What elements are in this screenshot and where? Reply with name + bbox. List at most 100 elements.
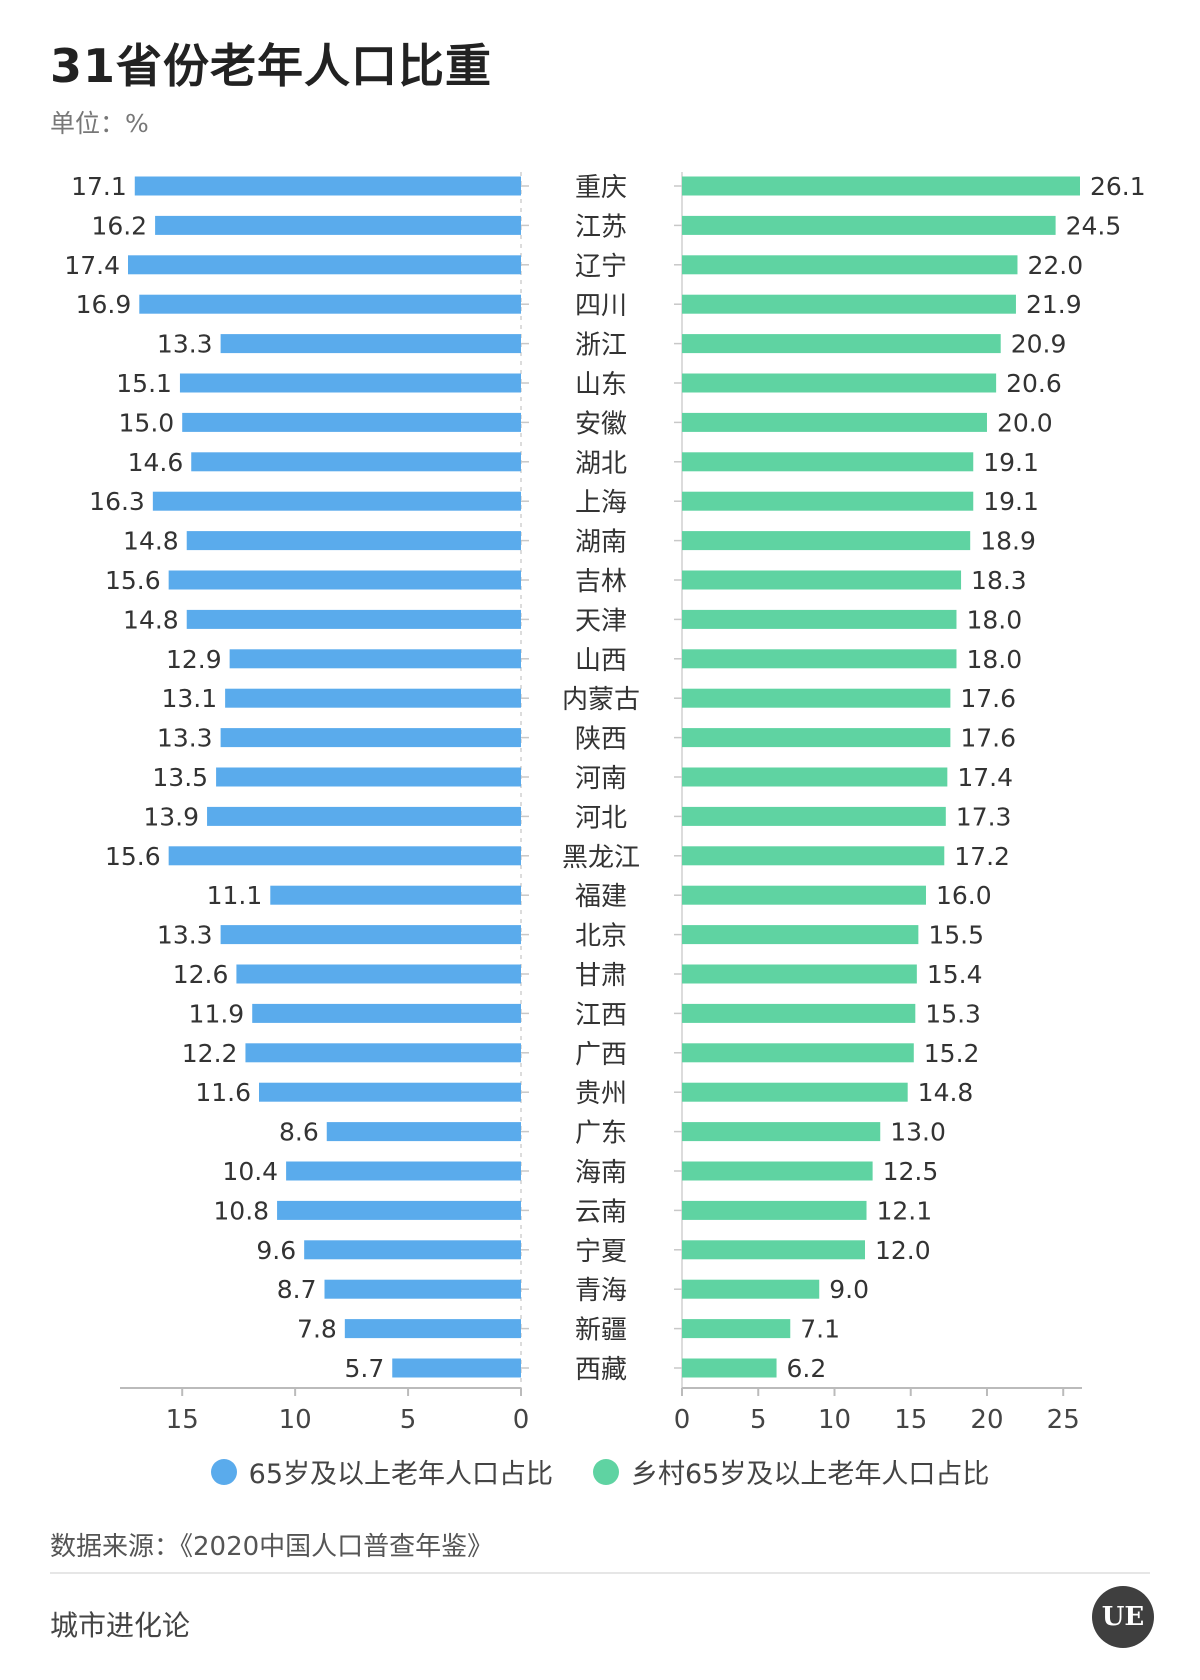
legend: 65岁及以上老年人口占比 乡村65岁及以上老年人口占比	[0, 1452, 1200, 1491]
bar-total	[134, 176, 521, 196]
x-tick-label-rural: 20	[970, 1405, 1003, 1435]
bar-rural	[682, 688, 951, 708]
bar-total	[286, 1161, 521, 1181]
bar-rural	[682, 412, 987, 432]
x-tick-label-total: 10	[279, 1405, 312, 1435]
bar-rural	[682, 1043, 914, 1063]
value-label-total: 13.3	[157, 724, 213, 753]
x-tick-label-rural: 5	[750, 1405, 767, 1435]
bar-total	[270, 885, 521, 905]
bar-rural	[682, 1122, 881, 1142]
bar-rural	[682, 885, 926, 905]
bar-rural	[682, 373, 997, 393]
value-label-total: 11.6	[195, 1078, 251, 1107]
province-label: 河北	[575, 803, 627, 833]
bar-rural	[682, 846, 945, 866]
province-label: 江西	[575, 1000, 627, 1030]
value-label-rural: 6.2	[787, 1354, 827, 1383]
value-label-rural: 17.6	[960, 724, 1016, 753]
value-label-total: 14.8	[123, 605, 179, 634]
bar-total	[304, 1240, 521, 1260]
bar-rural	[682, 570, 962, 590]
value-label-total: 13.3	[157, 330, 213, 359]
province-label: 青海	[575, 1276, 627, 1306]
value-label-rural: 15.3	[925, 999, 981, 1028]
bar-total	[229, 649, 521, 669]
x-tick-label-total: 15	[166, 1405, 199, 1435]
value-label-total: 14.6	[128, 448, 184, 477]
province-label: 山西	[575, 646, 627, 676]
value-label-rural: 18.3	[971, 566, 1027, 595]
value-label-rural: 21.9	[1026, 290, 1082, 319]
value-label-total: 15.0	[119, 408, 175, 437]
bar-rural	[682, 728, 951, 748]
value-label-rural: 26.1	[1090, 172, 1146, 201]
bar-total	[179, 373, 521, 393]
legend-label-total: 65岁及以上老年人口占比	[248, 1459, 553, 1490]
bar-total	[326, 1122, 521, 1142]
value-label-total: 5.7	[344, 1354, 384, 1383]
value-label-total: 16.2	[91, 211, 147, 240]
x-tick-label-total: 5	[400, 1405, 417, 1435]
value-label-rural: 20.0	[997, 408, 1053, 437]
province-label: 新疆	[575, 1316, 627, 1346]
province-label: 内蒙古	[562, 685, 640, 715]
value-label-rural: 20.6	[1006, 369, 1062, 398]
legend-dot-rural	[593, 1458, 619, 1485]
value-label-rural: 18.0	[966, 605, 1022, 634]
bar-total	[191, 452, 521, 472]
bar-rural	[682, 1161, 873, 1181]
bar-total	[182, 412, 521, 432]
province-label: 广西	[575, 1040, 627, 1070]
bar-rural	[682, 649, 957, 669]
bar-rural	[682, 1358, 777, 1378]
bar-rural	[682, 609, 957, 629]
bar-rural	[682, 294, 1016, 314]
data-source: 数据来源：《2020中国人口普查年鉴》	[50, 1532, 494, 1562]
value-label-rural: 19.1	[983, 448, 1039, 477]
value-label-total: 16.9	[76, 290, 132, 319]
bar-rural	[682, 452, 974, 472]
value-label-rural: 12.1	[877, 1196, 933, 1225]
bar-total	[220, 925, 521, 945]
legend-item-rural: 乡村65岁及以上老年人口占比	[593, 1452, 989, 1491]
value-label-rural: 19.1	[983, 487, 1039, 516]
bar-rural	[682, 1240, 865, 1260]
value-label-total: 10.4	[222, 1157, 278, 1186]
value-label-total: 13.9	[143, 802, 199, 831]
value-label-rural: 17.3	[956, 802, 1012, 831]
legend-label-rural: 乡村65岁及以上老年人口占比	[631, 1459, 990, 1490]
bar-rural	[682, 215, 1056, 235]
bar-total	[207, 806, 521, 826]
value-label-total: 11.9	[189, 999, 245, 1028]
bar-total	[139, 294, 522, 314]
value-label-total: 13.5	[152, 763, 208, 792]
province-label: 河南	[575, 764, 627, 794]
value-label-rural: 17.2	[954, 842, 1010, 871]
value-label-total: 12.9	[166, 645, 222, 674]
bar-rural	[682, 1082, 908, 1102]
footer-divider	[50, 1572, 1150, 1574]
value-label-rural: 14.8	[918, 1078, 974, 1107]
bar-total	[225, 688, 521, 708]
x-tick-label-rural: 25	[1047, 1405, 1080, 1435]
value-label-total: 11.1	[207, 881, 263, 910]
legend-item-total: 65岁及以上老年人口占比	[210, 1452, 553, 1491]
value-label-rural: 17.6	[960, 684, 1016, 713]
province-label: 云南	[575, 1197, 627, 1227]
value-label-rural: 12.5	[883, 1157, 939, 1186]
province-label: 陕西	[575, 725, 627, 755]
butterfly-bar-chart: 17.1 26.1 重庆 16.2 24.5 江苏 17.4 22.0 辽宁 16.9 21.9 四川…	[64, 172, 1146, 1435]
value-label-total: 12.6	[173, 960, 229, 989]
province-label: 江苏	[575, 212, 627, 242]
bar-total	[220, 334, 521, 354]
province-label: 四川	[575, 291, 627, 321]
bar-total	[324, 1279, 521, 1299]
x-tick-label-total: 0	[513, 1405, 530, 1435]
province-label: 黑龙江	[562, 843, 640, 873]
province-label: 重庆	[575, 173, 627, 203]
chart-title: 31省份老年人口比重	[50, 39, 493, 93]
province-label: 湖北	[575, 449, 627, 479]
value-label-rural: 24.5	[1066, 211, 1122, 240]
value-label-total: 8.6	[279, 1118, 319, 1147]
